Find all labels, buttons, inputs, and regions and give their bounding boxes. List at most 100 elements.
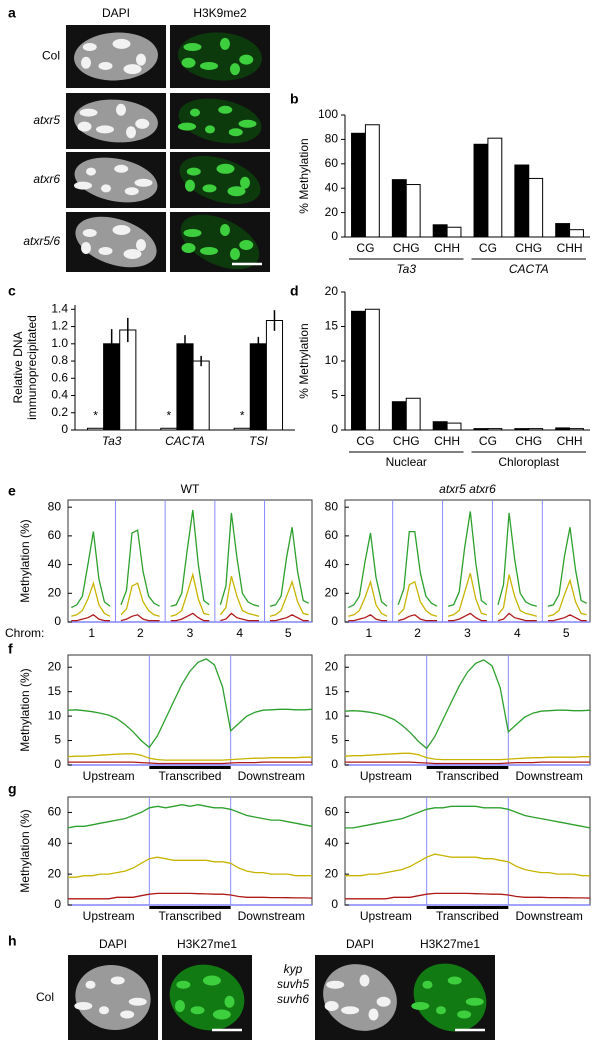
y-tick-label: 0	[54, 897, 61, 911]
column-header: H3K27me1	[177, 937, 237, 951]
y-tick-label: 0.6	[51, 370, 68, 384]
y-axis-label: Methylation (%)	[18, 519, 32, 602]
panel-label: b	[290, 91, 299, 107]
chromocenter	[216, 163, 235, 174]
bar	[555, 223, 571, 238]
line-series	[345, 853, 590, 877]
region-label: Upstream	[360, 909, 412, 923]
line-series	[348, 612, 587, 622]
region-label: Downstream	[238, 909, 305, 923]
column-header: DAPI	[102, 6, 130, 20]
y-tick-label: 40	[48, 835, 62, 849]
region-label: Downstream	[515, 769, 582, 783]
chromocenter	[200, 61, 218, 70]
panel-label: c	[8, 283, 16, 299]
y-tick-label: 20	[325, 659, 339, 673]
chromocenter	[128, 997, 147, 1006]
bar	[487, 428, 503, 431]
chromocenter	[178, 122, 196, 131]
chromocenter	[98, 247, 113, 255]
chromocenter	[82, 229, 97, 237]
chromosome-label: 3	[187, 626, 194, 640]
bar	[487, 137, 503, 238]
chromosome-label: 4	[236, 626, 243, 640]
y-tick-label: 0	[331, 614, 338, 628]
bar	[432, 224, 448, 238]
chromocenter	[181, 57, 196, 68]
chart-title: WT	[181, 482, 200, 496]
y-tick-label: 60	[325, 528, 339, 542]
chromocenter	[126, 126, 136, 139]
region-label: Transcribed	[159, 909, 222, 923]
chromocenter	[81, 56, 91, 69]
bar	[192, 360, 210, 431]
chromocenter	[96, 125, 114, 134]
region-label: Transcribed	[436, 769, 499, 783]
chromocenter	[465, 997, 484, 1006]
chromocenter	[112, 225, 131, 235]
chromocenter	[200, 247, 218, 255]
y-axis-label: Relative DNA	[11, 331, 25, 403]
x-tick-label: CHH	[434, 434, 460, 448]
chromocenter	[136, 239, 146, 251]
x-tick-label: CHG	[393, 241, 420, 255]
chromocenter	[136, 53, 146, 66]
y-tick-label: 5	[331, 388, 338, 402]
line-series	[68, 892, 313, 900]
bar	[514, 428, 530, 431]
bar	[160, 427, 178, 431]
chromocenter	[228, 128, 243, 137]
y-tick-label: 40	[48, 557, 62, 571]
chromocenter	[230, 248, 240, 260]
x-tick-label: Ta3	[102, 434, 122, 448]
y-axis-label: % Methylation	[297, 323, 311, 398]
row-label: Col	[42, 49, 60, 63]
y-tick-label: 40	[325, 835, 339, 849]
row-label: atxr6	[33, 172, 60, 186]
column-header: H3K9me2	[193, 6, 247, 20]
x-tick-label: CG	[479, 241, 497, 255]
y-tick-label: 1.4	[51, 301, 68, 315]
chromosome-label: 4	[514, 626, 521, 640]
x-tick-label: CHG	[393, 434, 420, 448]
y-tick-label: 60	[325, 156, 339, 170]
annotation: *	[240, 408, 245, 422]
chromocenter	[205, 125, 215, 134]
bar	[514, 164, 530, 238]
chromocenter	[227, 186, 246, 197]
y-tick-label: 20	[48, 659, 62, 673]
y-tick-label: 0	[54, 757, 61, 771]
region-label: Downstream	[515, 909, 582, 923]
y-tick-label: 0	[331, 422, 338, 436]
chromocenter	[82, 43, 97, 52]
y-tick-label: 20	[325, 585, 339, 599]
y-tick-label: 20	[48, 585, 62, 599]
bar	[364, 308, 380, 431]
bar	[86, 427, 105, 431]
y-tick-label: 60	[325, 805, 339, 819]
line-series	[68, 856, 312, 878]
y-tick-label: 0.4	[51, 388, 68, 402]
y-tick-label: 0.8	[51, 353, 68, 367]
y-tick-label: 10	[48, 708, 62, 722]
x-tick-label: CG	[356, 241, 374, 255]
chromocenter	[239, 240, 254, 250]
y-tick-label: 0	[61, 422, 68, 436]
y-tick-label: 20	[48, 866, 62, 880]
chromocenter	[220, 224, 230, 236]
y-axis-label: Methylation (%)	[18, 809, 32, 892]
chromocenter	[85, 980, 96, 989]
chromocenter	[190, 108, 200, 117]
chromocenter	[324, 1001, 339, 1011]
group-label: Chloroplast	[498, 455, 559, 469]
line-series	[68, 761, 312, 765]
chromocenter	[326, 980, 345, 989]
transcribed-bar	[149, 906, 231, 909]
y-tick-label: 20	[325, 205, 339, 219]
region-label: Upstream	[83, 909, 135, 923]
chromocenter	[220, 37, 230, 50]
chromocenter	[112, 38, 131, 49]
group-label: CACTA	[509, 262, 549, 276]
line-series	[67, 753, 312, 761]
